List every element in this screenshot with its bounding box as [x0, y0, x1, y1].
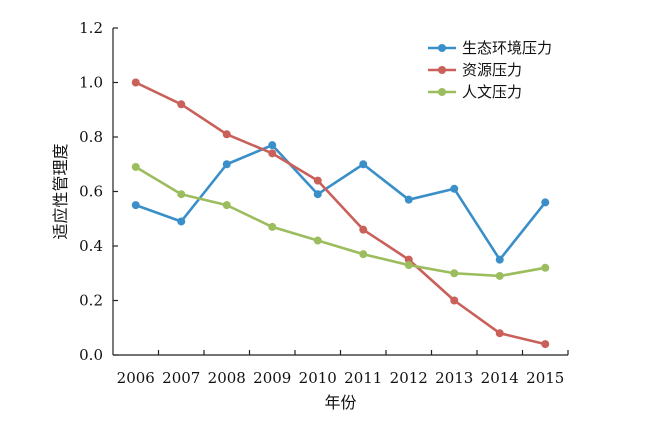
data-point: [495, 255, 504, 264]
x-axis-title: 年份: [324, 393, 356, 412]
data-point: [541, 198, 550, 207]
series-line: [135, 165, 546, 278]
legend-marker: [438, 88, 446, 96]
data-point: [359, 225, 368, 234]
x-tick-label: 2015: [526, 369, 564, 387]
y-ticks: 0.0 0.2 0.4 0.6 0.8 1.0 1.2: [79, 19, 118, 364]
data-point: [313, 176, 322, 185]
data-point: [268, 149, 277, 158]
data-point: [313, 236, 322, 245]
series-group: [131, 78, 550, 349]
series-2: [131, 162, 550, 280]
x-ticks: 2006 2007 2008 2009 2010 2011 2012 2013 2014 2015: [117, 350, 569, 387]
legend-label: 资源压力: [462, 61, 522, 79]
x-tick-label: 2010: [299, 369, 337, 387]
x-tick-label: 2014: [481, 369, 519, 387]
legend-item: 生态环境压力: [428, 39, 552, 57]
data-point: [177, 100, 186, 109]
data-point: [222, 201, 231, 210]
data-point: [177, 217, 186, 226]
data-point: [131, 78, 140, 87]
legend-marker: [438, 66, 446, 74]
series-0: [131, 141, 550, 264]
x-tick-label: 2009: [253, 369, 291, 387]
data-point: [450, 269, 459, 278]
data-point: [404, 195, 413, 204]
x-tick-label: 2008: [208, 369, 246, 387]
series-line: [135, 81, 546, 346]
x-tick-label: 2012: [390, 369, 428, 387]
x-tick-label: 2007: [162, 369, 200, 387]
data-point: [541, 340, 550, 349]
x-tick-label: 2006: [117, 369, 155, 387]
data-point: [495, 271, 504, 280]
data-point: [404, 261, 413, 270]
data-point: [131, 201, 140, 210]
data-point: [450, 184, 459, 193]
y-tick-label: 0.4: [79, 237, 103, 255]
legend-label: 人文压力: [462, 83, 522, 101]
y-tick-label: 0.6: [79, 183, 103, 201]
data-point: [177, 190, 186, 199]
y-tick-label: 0.0: [79, 346, 103, 364]
data-point: [450, 296, 459, 305]
data-point: [131, 162, 140, 171]
data-point: [268, 141, 277, 150]
data-point: [268, 222, 277, 231]
x-tick-label: 2011: [344, 369, 382, 387]
y-tick-label: 1.2: [79, 19, 103, 37]
series-line: [135, 143, 547, 261]
data-point: [359, 250, 368, 259]
data-point: [541, 263, 550, 272]
legend-label: 生态环境压力: [462, 39, 552, 57]
y-tick-label: 1.0: [79, 74, 103, 92]
legend-item: 人文压力: [428, 83, 522, 101]
y-axis-title: 适应性管理度: [51, 143, 70, 239]
data-point: [222, 130, 231, 139]
y-tick-label: 0.8: [79, 128, 103, 146]
data-point: [359, 160, 368, 169]
legend-item: 资源压力: [428, 61, 522, 79]
data-point: [313, 190, 322, 199]
data-point: [495, 329, 504, 338]
y-tick-label: 0.2: [79, 292, 103, 310]
x-tick-label: 2013: [435, 369, 473, 387]
legend-marker: [438, 44, 446, 52]
series-1: [131, 78, 550, 349]
data-point: [222, 160, 231, 169]
